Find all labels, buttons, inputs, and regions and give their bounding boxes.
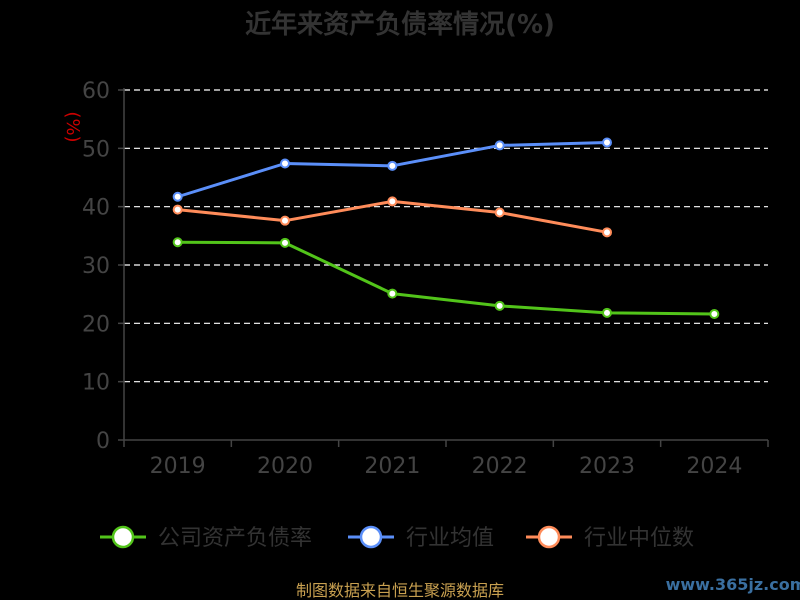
series-line-0 bbox=[177, 240, 715, 316]
y-tick-label-30: 30 bbox=[82, 254, 110, 279]
y-tick-label-50: 50 bbox=[82, 137, 110, 162]
x-tick-label-2021: 2021 bbox=[364, 454, 420, 479]
y-tick-label-20: 20 bbox=[82, 312, 110, 337]
x-tick-label-2022: 2022 bbox=[472, 454, 528, 479]
point-2-2021 bbox=[387, 196, 398, 207]
point-2-2020 bbox=[280, 215, 290, 226]
axes: 0 10 20 30 40 50 60 2019 2020 2021 2022 2023 2024 bbox=[82, 79, 769, 479]
y-axis-unit: (%) bbox=[62, 111, 83, 142]
footer-source: 制图数据来自恒生聚源数据库 bbox=[296, 581, 504, 600]
point-2-2019 bbox=[172, 204, 183, 215]
x-tick-label-2024: 2024 bbox=[686, 454, 742, 479]
legend-marker-0 bbox=[111, 525, 135, 549]
legend-item-0[interactable]: 公司资产负债率 bbox=[100, 525, 312, 551]
point-1-2020 bbox=[280, 158, 290, 169]
y-tick-label-60: 60 bbox=[82, 79, 110, 104]
point-0-2021 bbox=[387, 288, 398, 299]
x-tick-label-2019: 2019 bbox=[150, 454, 206, 479]
x-tick-label-2020: 2020 bbox=[257, 454, 313, 479]
point-1-2021 bbox=[387, 160, 398, 171]
point-2-2022 bbox=[494, 207, 505, 218]
point-0-2023 bbox=[602, 307, 612, 318]
x-tick-label-2023: 2023 bbox=[579, 454, 635, 479]
legend-item-1[interactable]: 行业均值 bbox=[348, 525, 494, 551]
series-0 bbox=[172, 237, 720, 319]
point-0-2024 bbox=[709, 309, 720, 319]
point-2-2023 bbox=[602, 227, 612, 238]
legend-item-2[interactable]: 行业中位数 bbox=[526, 525, 694, 551]
point-0-2019 bbox=[172, 237, 183, 248]
point-1-2023 bbox=[602, 137, 612, 148]
legend-label-1: 行业均值 bbox=[406, 526, 494, 551]
legend-marker-1 bbox=[359, 525, 383, 549]
point-0-2022 bbox=[494, 300, 505, 311]
chart-title: 近年来资产负债率情况(%) bbox=[245, 9, 555, 40]
watermark: www.365jz.com bbox=[666, 575, 800, 594]
y-tick-label-0: 0 bbox=[96, 429, 110, 454]
grid bbox=[124, 89, 768, 383]
legend-label-2: 行业中位数 bbox=[584, 526, 694, 551]
legend-label-0: 公司资产负债率 bbox=[158, 526, 312, 551]
series-1 bbox=[172, 137, 612, 202]
y-tick-label-10: 10 bbox=[82, 371, 110, 396]
legend-marker-2 bbox=[537, 525, 561, 549]
point-0-2020 bbox=[280, 237, 290, 248]
y-tick-label-40: 40 bbox=[82, 196, 110, 221]
series-layer bbox=[172, 137, 720, 319]
series-2 bbox=[172, 196, 612, 238]
point-1-2022 bbox=[494, 140, 505, 151]
legend[interactable]: 公司资产负债率 行业均值 行业中位数 bbox=[100, 525, 694, 551]
point-1-2019 bbox=[172, 191, 183, 202]
